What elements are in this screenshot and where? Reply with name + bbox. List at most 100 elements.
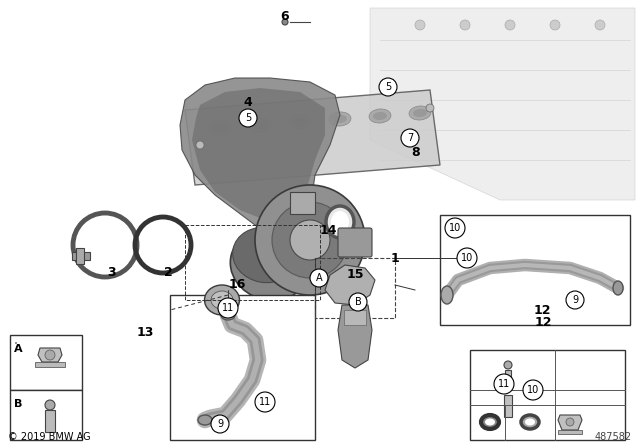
Circle shape	[523, 380, 543, 400]
Bar	[504, 395, 512, 417]
Ellipse shape	[481, 415, 499, 429]
Circle shape	[457, 248, 477, 268]
Ellipse shape	[504, 361, 512, 369]
Bar	[315, 258, 395, 318]
Circle shape	[310, 269, 328, 287]
Text: A: A	[14, 344, 22, 354]
Text: 10: 10	[527, 385, 539, 395]
Circle shape	[505, 20, 515, 30]
Circle shape	[566, 291, 584, 309]
Text: 487582: 487582	[595, 432, 632, 442]
Ellipse shape	[230, 230, 310, 300]
Ellipse shape	[289, 115, 311, 129]
Bar	[505, 370, 511, 388]
Bar	[440, 215, 630, 325]
Circle shape	[460, 20, 470, 30]
Bar	[35, 362, 65, 367]
Circle shape	[255, 392, 275, 412]
Ellipse shape	[441, 286, 453, 304]
Ellipse shape	[409, 106, 431, 120]
Ellipse shape	[521, 415, 539, 429]
Bar	[10, 335, 82, 390]
Text: 12: 12	[534, 315, 552, 328]
Text: 2: 2	[164, 266, 172, 279]
Polygon shape	[38, 348, 62, 362]
Ellipse shape	[485, 418, 495, 426]
Text: 11: 11	[222, 303, 234, 313]
Polygon shape	[338, 305, 372, 368]
Circle shape	[426, 104, 434, 112]
Ellipse shape	[369, 109, 391, 123]
Text: 16: 16	[228, 279, 246, 292]
Polygon shape	[192, 88, 325, 218]
Circle shape	[349, 293, 367, 311]
Circle shape	[379, 78, 397, 96]
Text: 3: 3	[108, 266, 116, 279]
Text: 1: 1	[390, 251, 399, 264]
Text: B: B	[14, 399, 22, 409]
Text: 13: 13	[136, 327, 154, 340]
Ellipse shape	[329, 112, 351, 126]
Ellipse shape	[221, 310, 235, 320]
Polygon shape	[180, 78, 340, 230]
Text: 9: 9	[217, 419, 223, 429]
Text: 11: 11	[498, 379, 510, 389]
Text: 12: 12	[533, 303, 551, 316]
Text: 4: 4	[244, 96, 252, 109]
Ellipse shape	[209, 121, 231, 135]
Circle shape	[290, 220, 330, 260]
Polygon shape	[370, 8, 635, 200]
Ellipse shape	[45, 350, 55, 360]
Text: B: B	[355, 297, 362, 307]
Circle shape	[211, 415, 229, 433]
Ellipse shape	[232, 227, 298, 283]
Ellipse shape	[249, 118, 271, 132]
Circle shape	[239, 109, 257, 127]
Circle shape	[218, 298, 238, 318]
Bar	[72, 252, 90, 260]
Text: 11: 11	[259, 397, 271, 407]
Ellipse shape	[198, 415, 212, 425]
Ellipse shape	[205, 285, 239, 315]
Bar	[10, 390, 82, 440]
Polygon shape	[558, 415, 582, 430]
Circle shape	[272, 202, 348, 278]
FancyBboxPatch shape	[338, 228, 372, 257]
Text: 14: 14	[319, 224, 337, 237]
Bar	[558, 430, 582, 434]
Polygon shape	[325, 265, 375, 305]
Circle shape	[415, 20, 425, 30]
Circle shape	[401, 129, 419, 147]
Ellipse shape	[613, 281, 623, 295]
Text: 5: 5	[245, 113, 251, 123]
Ellipse shape	[373, 112, 387, 120]
Bar	[290, 192, 315, 214]
Text: 7: 7	[407, 133, 413, 143]
Text: © 2019 BMW AG: © 2019 BMW AG	[8, 432, 91, 442]
Text: 6: 6	[281, 9, 289, 22]
Ellipse shape	[566, 418, 574, 426]
Ellipse shape	[213, 124, 227, 132]
Circle shape	[282, 19, 288, 25]
Ellipse shape	[253, 121, 267, 129]
Ellipse shape	[293, 118, 307, 126]
Circle shape	[196, 141, 204, 149]
Bar	[470, 350, 625, 440]
Bar	[45, 410, 55, 432]
Bar	[170, 295, 315, 440]
Polygon shape	[185, 90, 440, 185]
Bar	[15, 342, 16, 343]
Text: 9: 9	[572, 295, 578, 305]
Text: 15: 15	[346, 268, 364, 281]
Ellipse shape	[326, 206, 354, 238]
Ellipse shape	[525, 418, 535, 426]
Circle shape	[494, 374, 514, 394]
Text: 8: 8	[412, 146, 420, 159]
Circle shape	[595, 20, 605, 30]
Circle shape	[550, 20, 560, 30]
Bar	[185, 225, 320, 300]
Bar	[344, 310, 366, 325]
Circle shape	[255, 185, 365, 295]
Ellipse shape	[211, 291, 233, 309]
Text: 10: 10	[449, 223, 461, 233]
